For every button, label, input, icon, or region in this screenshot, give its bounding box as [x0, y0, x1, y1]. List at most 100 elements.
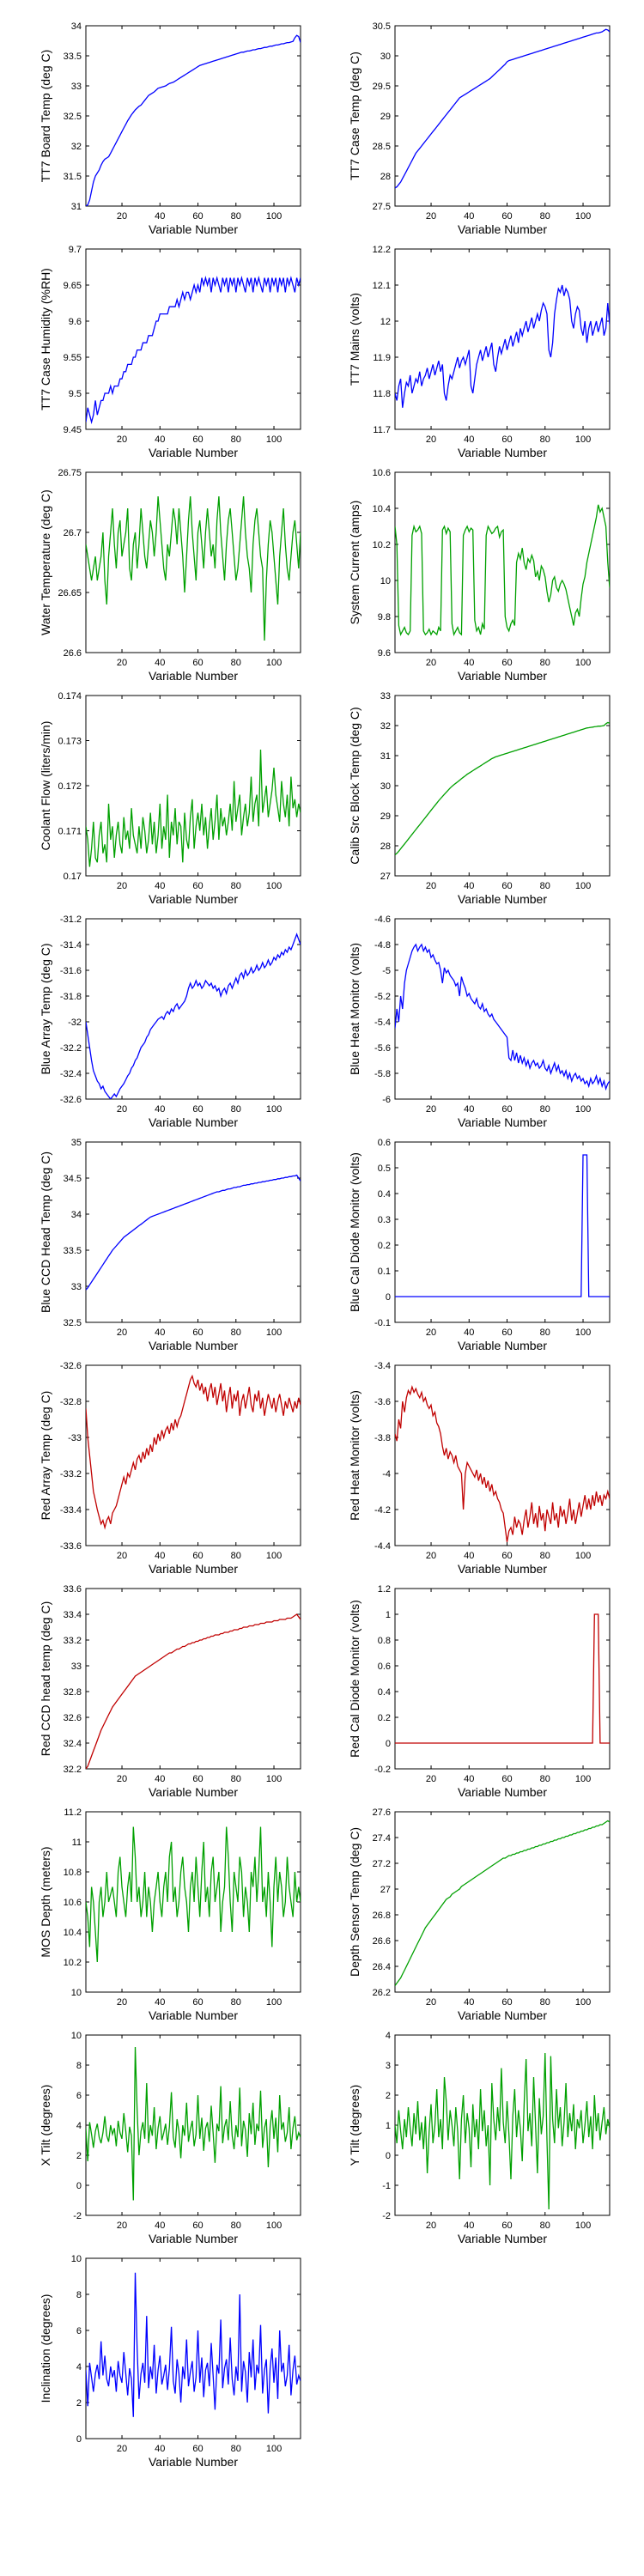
- y-tick-label: 8: [76, 2290, 82, 2300]
- x-tick-label: 20: [117, 1997, 127, 2008]
- y-tick-label: 4: [386, 2031, 391, 2041]
- y-tick-label: 10.2: [373, 540, 391, 550]
- x-tick-label: 80: [540, 211, 550, 222]
- series-line: [86, 2272, 301, 2417]
- y-tick-label: 26.8: [373, 1911, 391, 1921]
- y-tick-label: 32.2: [64, 1765, 82, 1775]
- y-axis-label: X Tilt (degrees): [39, 2085, 52, 2166]
- x-tick-label: 20: [117, 1104, 127, 1115]
- y-tick-label: 1.2: [378, 1584, 391, 1595]
- x-tick-label: 60: [192, 658, 203, 668]
- subplot-13: 20 40 60 80 100 -33.6 -33.4 -33.2 -33 -32.8 -32.6 V…: [39, 1361, 301, 1576]
- x-tick-label: 100: [575, 658, 591, 668]
- subplot-10: 20 40 60 80 100 -6 -5.8 -5.6 -5.4 -5.2 -5 -4.8 -4.6 V…: [348, 914, 611, 1129]
- y-tick-label: 29: [380, 811, 391, 822]
- x-tick-label: 80: [231, 2221, 241, 2231]
- y-axis-label: System Current (amps): [348, 501, 361, 625]
- y-tick-label: -3.8: [374, 1433, 391, 1443]
- subplot-8: 20 40 60 80 100 27 28 29 30 31 32 33 Variable Number…: [348, 691, 611, 906]
- y-tick-label: 33.4: [64, 1610, 82, 1620]
- y-tick-label: -31.4: [60, 940, 82, 951]
- x-tick-label: 40: [155, 1327, 165, 1338]
- x-tick-label: 80: [540, 881, 550, 891]
- subplot-2: 20 40 60 80 100 27.5 28 28.5 29 29.5 30 30.5 Variabl…: [348, 21, 611, 236]
- x-axis-label: Variable Number: [149, 446, 238, 459]
- x-tick-label: 40: [464, 1551, 474, 1561]
- y-tick-label: 9.55: [64, 353, 82, 363]
- y-tick-label: -33.6: [60, 1541, 82, 1552]
- x-tick-label: 60: [501, 1551, 512, 1561]
- y-tick-label: -4.8: [374, 940, 391, 951]
- y-axis-label: Blue Array Temp (deg C): [39, 943, 52, 1074]
- y-tick-label: -3.4: [374, 1361, 391, 1371]
- subplot-20: 20 40 60 80 100 -2 -1 0 1 2 3 4 Variable Number Y Til…: [348, 2031, 611, 2245]
- y-tick-label: 30: [380, 52, 391, 62]
- x-tick-label: 60: [501, 2221, 512, 2231]
- y-tick-label: -5.6: [374, 1043, 391, 1054]
- x-tick-label: 80: [540, 2221, 550, 2231]
- x-tick-label: 20: [426, 1551, 436, 1561]
- x-tick-label: 20: [117, 881, 127, 891]
- y-tick-label: 3: [386, 2061, 391, 2071]
- y-tick-label: -5.4: [374, 1018, 391, 1028]
- x-axis-label: Variable Number: [149, 1115, 238, 1129]
- x-tick-label: 60: [501, 1774, 512, 1784]
- x-tick-label: 100: [266, 1997, 282, 2008]
- y-tick-label: 10.4: [64, 1928, 82, 1938]
- subplot-11: 20 40 60 80 100 32.5 33 33.5 34 34.5 35 Variable Nu…: [39, 1138, 301, 1352]
- x-tick-label: 40: [155, 1997, 165, 2008]
- x-tick-label: 40: [155, 881, 165, 891]
- y-axis-label: TT7 Case Temp (deg C): [348, 52, 361, 180]
- x-tick-label: 100: [266, 434, 282, 445]
- y-tick-label: 26.2: [373, 1988, 391, 1998]
- y-axis-label: Blue CCD Head Temp (deg C): [39, 1151, 52, 1313]
- plot-frame: [394, 918, 611, 1100]
- x-tick-label: 20: [426, 2221, 436, 2231]
- x-tick-label: 60: [501, 658, 512, 668]
- y-axis-label: MOS Depth (meters): [39, 1846, 52, 1957]
- y-tick-label: -2: [382, 2211, 391, 2221]
- y-tick-label: 0: [386, 1739, 391, 1749]
- x-tick-label: 100: [575, 211, 591, 222]
- y-tick-label: 0.2: [378, 1713, 391, 1723]
- x-tick-label: 60: [192, 211, 203, 222]
- y-tick-label: 11: [72, 1838, 82, 1848]
- y-tick-label: -2: [73, 2211, 82, 2221]
- y-tick-label: 32.5: [64, 1318, 82, 1328]
- subplot-1: 20 40 60 80 100 31 31.5 32 32.5 33 33.5 34 Variable …: [39, 21, 301, 236]
- x-axis-label: Variable Number: [458, 1339, 547, 1352]
- series-line: [86, 495, 301, 641]
- x-axis-label: Variable Number: [149, 1785, 238, 1799]
- plot-frame: [394, 1364, 611, 1546]
- y-tick-label: -31.6: [60, 966, 82, 976]
- x-tick-label: 60: [501, 1997, 512, 2008]
- plot-frame: [394, 695, 611, 877]
- x-tick-label: 40: [155, 1774, 165, 1784]
- x-tick-label: 100: [266, 1327, 282, 1338]
- y-tick-label: 32.4: [64, 1739, 82, 1749]
- series-line: [395, 284, 610, 408]
- y-tick-label: 0.173: [58, 737, 82, 747]
- y-tick-label: 10: [71, 1988, 82, 1998]
- plot-frame: [394, 1811, 611, 1993]
- plot-frame: [394, 25, 611, 207]
- x-axis-label: Variable Number: [149, 669, 238, 683]
- y-tick-label: 30.5: [373, 21, 391, 32]
- series-line: [86, 1613, 301, 1769]
- y-tick-label: 27: [380, 872, 391, 882]
- y-tick-label: 27.6: [373, 1807, 391, 1818]
- y-tick-label: 10.6: [64, 1898, 82, 1908]
- y-tick-label: 1: [386, 2121, 391, 2131]
- x-tick-label: 100: [575, 2221, 591, 2231]
- series-line: [395, 1154, 610, 1297]
- subplot-7: 20 40 60 80 100 0.17 0.171 0.172 0.173 0.174 Varia…: [39, 691, 301, 906]
- subplot-9: 20 40 60 80 100 -32.6 -32.4 -32.2 -32 -31.8 -31.6 -…: [39, 914, 301, 1129]
- y-tick-label: 30: [380, 781, 391, 792]
- y-tick-label: 32.8: [64, 1687, 82, 1698]
- y-tick-label: 10: [71, 2031, 82, 2041]
- plot-frame: [85, 1588, 301, 1770]
- y-tick-label: 12.1: [373, 281, 391, 291]
- y-tick-label: 33.6: [64, 1584, 82, 1595]
- x-tick-label: 40: [464, 211, 474, 222]
- y-tick-label: 0.174: [58, 691, 82, 702]
